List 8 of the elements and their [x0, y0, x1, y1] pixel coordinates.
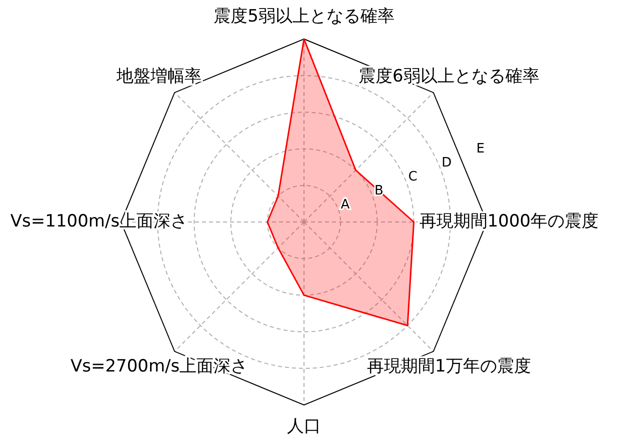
- y-tick-label: E: [476, 141, 485, 156]
- y-tick-label: D: [442, 155, 452, 170]
- spoke-label: 地盤増幅率: [116, 66, 202, 87]
- y-tick-label: C: [408, 169, 418, 184]
- spoke-label: 再現期間1000年の震度: [419, 212, 599, 232]
- spoke-label: 震度5弱以上となる確率: [214, 6, 394, 27]
- y-tick-label: A: [340, 197, 350, 212]
- spoke-label: 人口: [287, 416, 321, 437]
